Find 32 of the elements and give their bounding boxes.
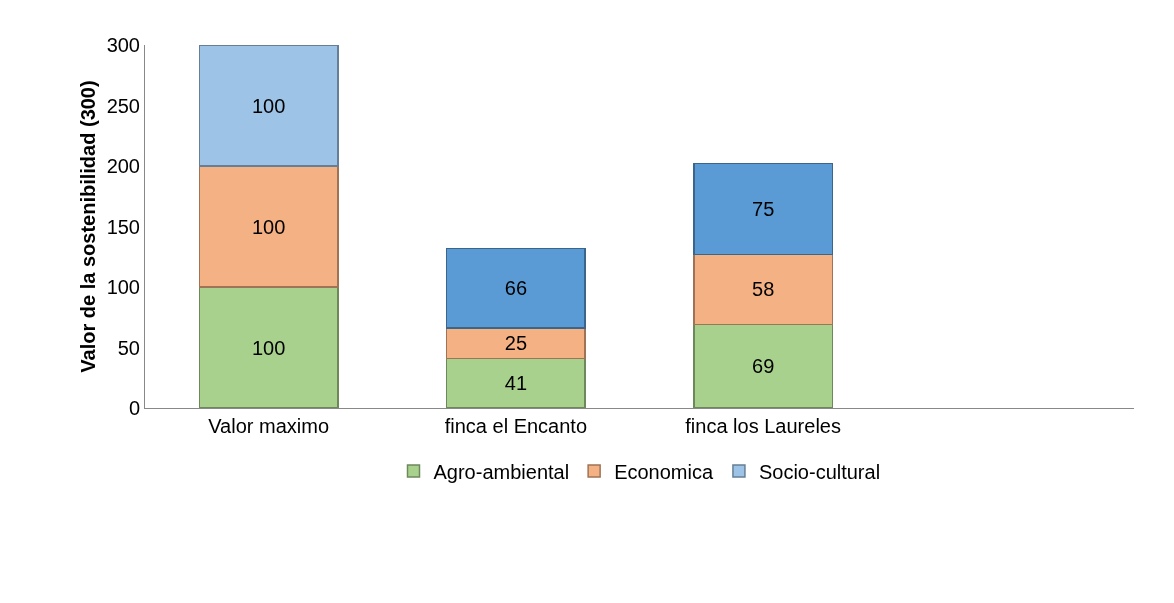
bar <box>198 165 339 288</box>
y-tick-label: 50 <box>117 336 140 359</box>
data-label: 100 <box>251 336 286 359</box>
data-label: 69 <box>752 355 775 378</box>
bar <box>445 247 586 329</box>
bar <box>693 323 834 408</box>
y-axis-title: Valor de la sostenibilidad (300) <box>77 80 99 373</box>
data-label: 25 <box>504 332 528 355</box>
bar <box>445 327 586 360</box>
bar <box>445 357 586 408</box>
data-label: 100 <box>251 94 286 117</box>
legend-label: Economica <box>614 460 714 483</box>
data-label: 41 <box>504 372 528 395</box>
data-label: 100 <box>251 215 286 238</box>
bar <box>198 45 339 167</box>
y-tick-label: 300 <box>106 34 140 56</box>
bar <box>198 286 339 408</box>
y-tick-label: 100 <box>106 276 140 298</box>
y-tick-label: 150 <box>106 215 140 238</box>
y-tick-label: 200 <box>106 155 140 177</box>
data-label: 75 <box>752 197 775 220</box>
legend-label: Agro-ambiental <box>433 460 570 483</box>
data-label: 66 <box>504 277 528 300</box>
legend-label: Socio-cultural <box>758 460 881 483</box>
bar <box>693 162 834 256</box>
x-tick-label: Valor maximo <box>208 415 330 437</box>
data-label: 58 <box>752 278 775 301</box>
x-tick-label: finca el Encanto <box>444 415 588 437</box>
bar <box>693 253 834 326</box>
y-tick-label: 250 <box>106 94 140 117</box>
x-tick-label: finca los Laureles <box>685 415 841 437</box>
y-tick-label: 0 <box>128 397 140 419</box>
